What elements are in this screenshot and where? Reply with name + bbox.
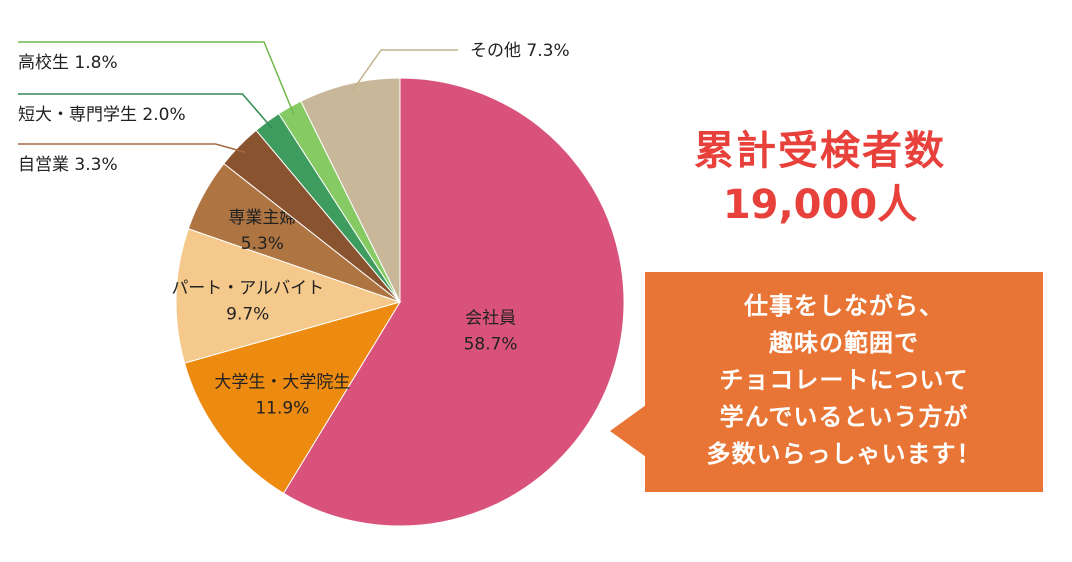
callout-line: 多数いらっしゃいます！	[706, 440, 982, 468]
pie-slice	[183, 301, 402, 495]
slice-value-label: 9.7%	[226, 305, 269, 325]
slice-label: 専業主婦	[228, 208, 296, 228]
leader-line	[350, 49, 458, 94]
headline-title: 累計受検者数	[694, 128, 946, 174]
slice-label: 短大・専門学生 2.0%	[18, 105, 186, 125]
pie-slice	[300, 77, 401, 303]
leader-line	[18, 93, 274, 130]
occupation-pie-chart: 会社員 58.7% 大学生・大学院生 11.9% パート・アルバイト 9.7% 専業主婦 5.…	[18, 41, 625, 527]
leader-line	[18, 41, 295, 116]
slice-label: パート・アルバイト	[171, 279, 324, 299]
callout-line: 趣味の範囲で	[769, 329, 919, 357]
callout-line: 学んでいるという方が	[719, 403, 969, 431]
callout-tail	[610, 405, 646, 457]
slice-label: 高校生 1.8%	[18, 53, 118, 73]
pie-slice	[282, 77, 625, 527]
callout-box: 仕事をしながら、 趣味の範囲で チョコレートについて 学んでいるという方が 多数…	[645, 272, 1043, 492]
slice-label: 大学生・大学院生	[214, 373, 350, 393]
pie-slice	[175, 228, 402, 364]
slice-label: その他 7.3%	[470, 41, 570, 61]
slice-value-label: 11.9%	[255, 399, 309, 419]
callout-line: チョコレートについて	[719, 366, 969, 394]
slice-label: 自営業 3.3%	[18, 155, 118, 175]
leader-line	[18, 143, 246, 154]
slice-value-label: 58.7%	[464, 334, 518, 354]
callout-line: 仕事をしながら、	[744, 292, 944, 320]
slice-value-label: 5.3%	[241, 234, 284, 254]
headline-count: 19,000人	[722, 182, 918, 228]
slice-label: 会社員	[465, 308, 516, 328]
